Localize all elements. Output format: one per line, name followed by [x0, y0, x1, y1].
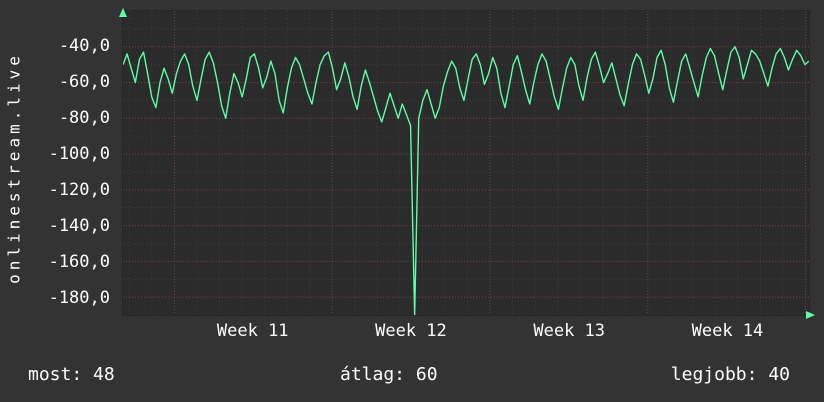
- stat-best-label: legjobb:: [670, 364, 758, 385]
- y-axis-tick-label: -80,0: [58, 108, 110, 128]
- y-axis-tick-label: -180,0: [48, 288, 110, 308]
- stat-current-value: 48: [93, 364, 115, 385]
- y-axis-tick-label: -40,0: [58, 36, 110, 56]
- line-chart: [123, 11, 809, 315]
- y-axis-tick-label: -160,0: [48, 252, 110, 272]
- data-series-line: [123, 46, 809, 315]
- y-axis-tick-label: -120,0: [48, 180, 110, 200]
- stat-average: átlag: 60: [340, 364, 438, 385]
- stat-best-value: 40: [768, 364, 790, 385]
- stat-average-label: átlag:: [340, 364, 406, 385]
- y-axis-tick-label: -60,0: [58, 72, 110, 92]
- y-axis-tick-label: -100,0: [48, 144, 110, 164]
- stat-current-label: most:: [28, 364, 83, 385]
- x-axis-tick-label: Week 12: [375, 321, 447, 341]
- y-axis-tick-label: -140,0: [48, 216, 110, 236]
- x-axis-labels: Week 11 Week 12 Week 13 Week 14: [122, 319, 810, 345]
- stat-current: most: 48: [28, 364, 115, 385]
- stats-footer: most: 48 átlag: 60 legjobb: 40: [0, 358, 824, 392]
- stat-average-value: 60: [415, 364, 438, 385]
- x-axis-tick-label: Week 11: [216, 321, 289, 341]
- plot-area: [119, 8, 815, 319]
- x-axis-tick-label: Week 14: [691, 321, 764, 341]
- y-axis-labels: -40,0 -60,0 -80,0 -100,0 -120,0 -140,0 -160,0 -…: [0, 10, 114, 316]
- x-axis-arrow-icon: [806, 311, 815, 319]
- x-axis-tick-label: Week 13: [533, 321, 606, 341]
- stat-best: legjobb: 40: [671, 364, 790, 385]
- y-axis-arrow-icon: [119, 8, 127, 17]
